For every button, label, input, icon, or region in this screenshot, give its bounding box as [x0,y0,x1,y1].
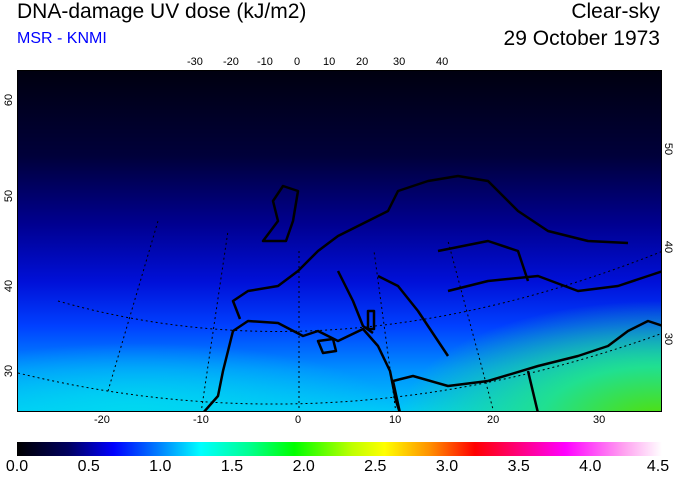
left-lat-tick: 30 [3,364,16,378]
map-overlay [18,174,661,411]
top-lon-tick: -20 [223,56,239,68]
top-lon-tick: -10 [257,56,273,68]
colorbar-label: 2.5 [364,458,387,475]
top-lon-tick: -30 [187,56,203,68]
uv-dose-map [17,70,662,412]
bottom-lon-tick: 30 [593,414,606,426]
top-lon-tick: 10 [323,56,336,68]
left-lat-tick: 50 [3,189,16,203]
colorbar-label: 4.5 [646,458,670,475]
map-title: DNA-damage UV dose (kJ/m2) [17,0,307,23]
colorbar-label: 2.0 [292,458,315,475]
colorbar-label: 4.0 [579,458,602,475]
colorbar-label: 1.5 [220,458,244,475]
bottom-lon-tick: 20 [487,414,500,426]
colorbar [17,442,662,456]
map-date: 29 October 1973 [503,27,660,50]
source-label: MSR - KNMI [17,30,107,47]
bottom-lon-tick: 0 [295,414,302,426]
bottom-lon-tick: -20 [94,414,110,426]
bottom-lon-tick: -10 [193,414,209,426]
colorbar-label: 1.0 [149,458,172,475]
top-lon-tick: 0 [294,56,301,68]
coastlines [203,174,661,411]
sky-condition: Clear-sky [571,0,660,23]
top-lon-tick: 20 [356,56,369,68]
colorbar-label: 0.5 [77,458,100,475]
top-lon-tick: 40 [436,56,449,68]
left-lat-tick: 40 [3,279,16,293]
bottom-lon-tick: 10 [389,414,402,426]
left-lat-tick: 60 [3,93,16,107]
right-lat-tick: 50 [662,142,675,156]
colorbar-label: 3.5 [507,458,530,475]
graticule [18,220,661,411]
right-lat-tick: 30 [662,332,675,346]
colorbar-label: 3.0 [435,458,459,475]
colorbar-label: 0.0 [5,458,29,475]
right-lat-tick: 40 [662,240,675,254]
top-lon-tick: 30 [393,56,406,68]
